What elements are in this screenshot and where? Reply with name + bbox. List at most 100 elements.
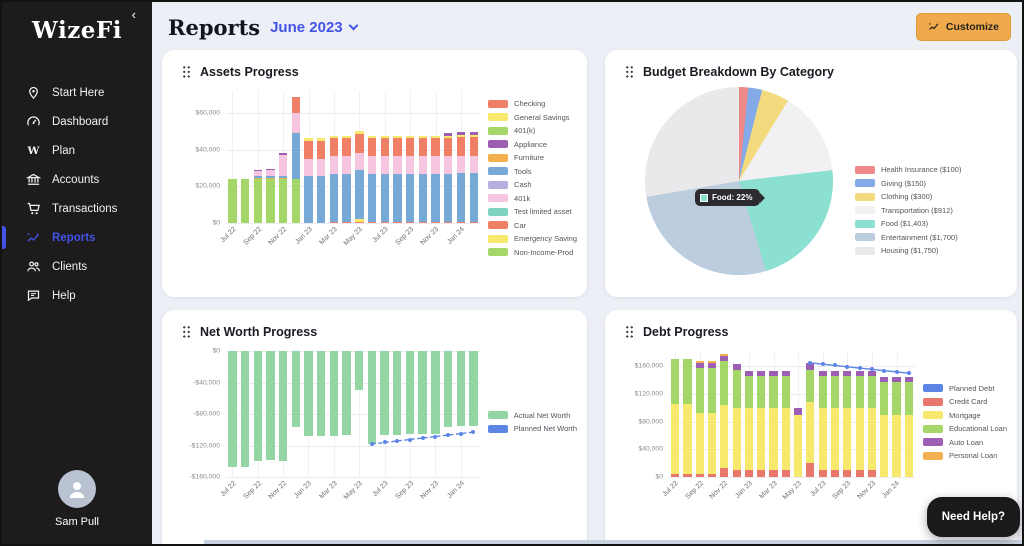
sidebar-item-help[interactable]: Help xyxy=(2,281,152,310)
bar-segment-tools[interactable] xyxy=(253,175,262,178)
bar-feb-23[interactable] xyxy=(315,91,328,223)
bar-segment-educational-loan[interactable] xyxy=(904,382,913,415)
bar-segment-educational-loan[interactable] xyxy=(867,375,876,408)
bar-segment-mortgage[interactable] xyxy=(892,414,901,477)
bar-segment-car[interactable] xyxy=(342,221,351,223)
bar-segment-general-savings[interactable] xyxy=(431,135,440,139)
bar-segment-actual-net-worth[interactable] xyxy=(355,351,364,391)
bar-segment-mortgage[interactable] xyxy=(818,407,827,471)
bar-nov-22[interactable] xyxy=(718,351,730,477)
bar-aug-22[interactable] xyxy=(239,351,252,477)
bar-segment-401k[interactable] xyxy=(380,156,389,174)
bar-segment-appliance[interactable] xyxy=(456,131,466,135)
bar-jun-23[interactable] xyxy=(366,351,379,477)
bar-segment-general-savings[interactable] xyxy=(367,135,377,139)
bar-jul-23[interactable] xyxy=(378,351,391,477)
bar-may-23[interactable] xyxy=(792,351,804,477)
bar-segment-auto-loan[interactable] xyxy=(806,362,815,370)
bar-segment-general-savings[interactable] xyxy=(355,130,364,134)
bar-segment-educational-loan[interactable] xyxy=(880,382,889,415)
bar-oct-22[interactable] xyxy=(706,351,718,477)
bar-segment-mortgage[interactable] xyxy=(867,407,876,471)
bar-segment-401k[interactable] xyxy=(355,152,364,171)
bar-segment-car[interactable] xyxy=(456,221,466,223)
bar-aug-23[interactable] xyxy=(391,91,404,223)
bar-segment-auto-loan[interactable] xyxy=(707,362,717,368)
bar-segment-educational-loan[interactable] xyxy=(769,375,778,408)
bar-segment-car[interactable] xyxy=(469,221,478,223)
bar-segment-checking[interactable] xyxy=(329,138,339,157)
bar-dec-23[interactable] xyxy=(442,351,455,477)
bar-jul-22[interactable] xyxy=(226,91,239,223)
bar-feb-24[interactable] xyxy=(467,351,480,477)
bar-segment-credit-card[interactable] xyxy=(830,470,840,477)
bar-segment-checking[interactable] xyxy=(418,138,428,157)
bar-segment-401-k[interactable] xyxy=(240,179,250,223)
bar-segment-furniture[interactable] xyxy=(253,177,262,179)
assets-progress-chart[interactable]: $60,000 $40,000 $20,000 $0 Jul 22 Sep 22 Nov 2… xyxy=(162,81,587,265)
bar-segment-checking[interactable] xyxy=(456,136,466,156)
bar-mar-23[interactable] xyxy=(767,351,779,477)
bar-segment-educational-loan[interactable] xyxy=(892,382,901,415)
bar-jan-24[interactable] xyxy=(890,351,902,477)
sidebar-item-clients[interactable]: Clients xyxy=(2,252,152,281)
bar-segment-credit-card[interactable] xyxy=(781,470,790,477)
bar-segment-mortgage[interactable] xyxy=(855,407,864,471)
bar-segment-appliance[interactable] xyxy=(469,131,478,135)
bar-segment-general-savings[interactable] xyxy=(418,135,428,139)
bar-segment-auto-loan[interactable] xyxy=(757,371,766,376)
bar-segment-car[interactable] xyxy=(444,221,453,223)
bar-feb-24[interactable] xyxy=(467,91,480,223)
bar-segment-401k[interactable] xyxy=(406,156,415,174)
bar-segment-credit-card[interactable] xyxy=(744,470,753,477)
bar-segment-actual-net-worth[interactable] xyxy=(266,351,275,461)
bar-segment-checking[interactable] xyxy=(393,138,402,157)
bar-apr-23[interactable] xyxy=(340,351,353,477)
bar-segment-tools[interactable] xyxy=(278,175,288,178)
bar-nov-23[interactable] xyxy=(429,91,442,223)
bar-segment-401-k[interactable] xyxy=(228,179,237,223)
bar-segment-credit-card[interactable] xyxy=(867,470,876,477)
bar-oct-22[interactable] xyxy=(264,351,277,477)
bar-segment-actual-net-worth[interactable] xyxy=(431,351,440,434)
bar-segment-emergency-saving[interactable] xyxy=(355,218,364,222)
bar-segment-401k[interactable] xyxy=(393,156,402,174)
bar-dec-22[interactable] xyxy=(290,91,303,223)
bar-feb-24[interactable] xyxy=(903,351,915,477)
bar-nov-23[interactable] xyxy=(429,351,442,477)
bar-segment-401k[interactable] xyxy=(418,156,428,174)
bar-segment-general-savings[interactable] xyxy=(406,135,415,139)
bar-segment-personal-loan[interactable] xyxy=(707,361,717,363)
drag-handle-icon[interactable] xyxy=(625,325,634,339)
bar-segment-401k[interactable] xyxy=(304,158,313,177)
bar-segment-actual-net-worth[interactable] xyxy=(278,351,288,462)
bar-segment-appliance[interactable] xyxy=(278,153,288,155)
bar-segment-educational-loan[interactable] xyxy=(818,375,827,408)
bar-segment-credit-card[interactable] xyxy=(843,470,852,477)
bar-sep-23[interactable] xyxy=(404,351,417,477)
bar-oct-22[interactable] xyxy=(264,91,277,223)
bar-segment-tools[interactable] xyxy=(266,175,275,178)
bar-segment-car[interactable] xyxy=(355,221,364,223)
avatar[interactable] xyxy=(58,470,96,508)
bar-segment-credit-card[interactable] xyxy=(720,468,729,477)
bar-segment-educational-loan[interactable] xyxy=(683,359,692,405)
bar-segment-tools[interactable] xyxy=(469,172,478,222)
bar-segment-credit-card[interactable] xyxy=(818,470,827,477)
bar-segment-401k[interactable] xyxy=(266,169,275,176)
bar-segment-educational-loan[interactable] xyxy=(720,360,729,405)
bar-segment-car[interactable] xyxy=(393,221,402,223)
bar-segment-actual-net-worth[interactable] xyxy=(304,351,313,437)
bar-segment-401k[interactable] xyxy=(278,154,288,176)
bar-segment-actual-net-worth[interactable] xyxy=(228,351,237,467)
sidebar-item-start-here[interactable]: Start Here xyxy=(2,78,152,107)
bar-segment-personal-loan[interactable] xyxy=(720,354,729,356)
bar-aug-23[interactable] xyxy=(391,351,404,477)
bar-segment-checking[interactable] xyxy=(469,136,478,156)
bar-segment-educational-loan[interactable] xyxy=(843,375,852,408)
sidebar-item-plan[interactable]: W Plan xyxy=(2,136,152,165)
bar-segment-credit-card[interactable] xyxy=(806,463,815,477)
bar-segment-actual-net-worth[interactable] xyxy=(418,351,427,435)
bar-segment-auto-loan[interactable] xyxy=(720,355,729,361)
bar-segment-tools[interactable] xyxy=(380,173,389,222)
